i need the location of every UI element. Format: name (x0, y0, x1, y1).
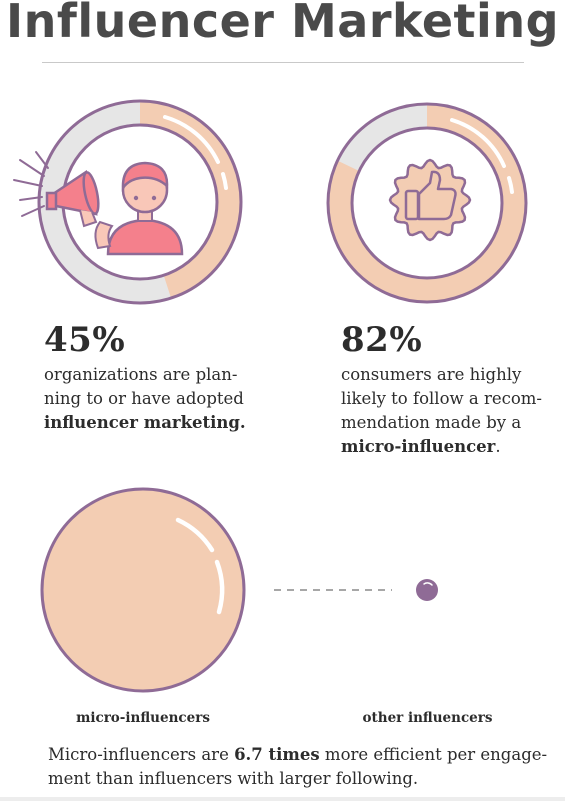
stat-text-line: mendation made by a (341, 413, 522, 432)
page-title: Influencer Marketing (6, 0, 559, 48)
stat-text-line: likely to follow a recom- (341, 389, 542, 408)
title-divider (42, 62, 524, 63)
stat-block-45: 45% organizations are plan- ning to or h… (44, 320, 274, 435)
other-influencers-label: other influencers (362, 710, 493, 726)
stat-block-82: 82% consumers are highly likely to follo… (341, 320, 563, 459)
micro-influencers-circle (40, 487, 246, 693)
comparison-footer: Micro-influencers are 6.7 times more eff… (48, 743, 548, 791)
stat-description: organizations are plan- ning to or have … (44, 363, 274, 435)
footer-bold: 6.7 times (234, 745, 320, 764)
stat-text-bold: micro-influencer (341, 437, 496, 456)
stat-text-suffix: . (495, 437, 501, 456)
micro-influencers-label: micro-influencers (76, 710, 210, 726)
stat-text-bold: influencer marketing. (44, 413, 246, 432)
stat-value: 45% (44, 320, 126, 360)
bottom-edge (0, 797, 565, 801)
footer-text: Micro-influencers are (48, 745, 235, 764)
stat-text-line: ning to or have adopted (44, 389, 244, 408)
thumbs-up-badge-icon (388, 158, 472, 242)
other-influencers-dot (416, 579, 438, 601)
stat-text-line: consumers are highly (341, 365, 522, 384)
megaphone-person-icon (13, 151, 184, 256)
stat-value: 82% (341, 320, 423, 360)
stat-text-line: organizations are plan- (44, 365, 238, 384)
footer-text: ment than influencers with larger follow… (48, 769, 419, 788)
footer-text: more efficient per engage- (319, 745, 548, 764)
stat-description: consumers are highly likely to follow a … (341, 363, 563, 459)
